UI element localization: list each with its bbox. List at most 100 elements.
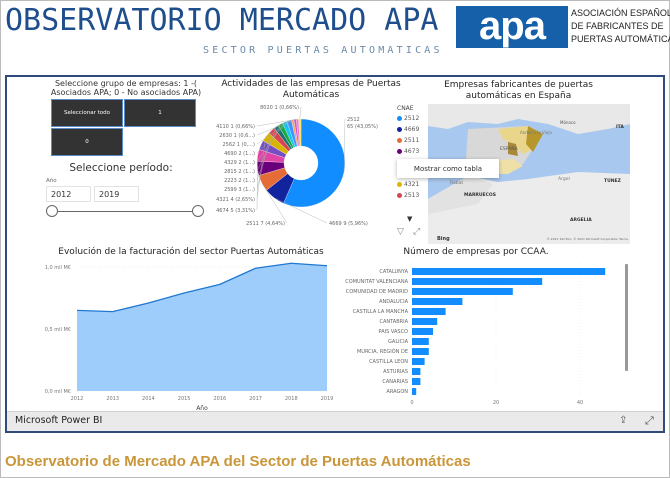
apa-logo: apa: [456, 6, 568, 48]
legend-item[interactable]: 4673: [397, 146, 419, 157]
bar-category-label: ANDALUCIA: [379, 299, 409, 305]
x-tick-label: 20: [493, 400, 499, 406]
legend-item[interactable]: 2513: [397, 190, 419, 201]
bar-category-label: ASTURIAS: [383, 369, 408, 375]
group-0-button[interactable]: 0: [51, 128, 123, 156]
bar-category-label: CANTABRIA: [379, 319, 408, 325]
donut-data-label: 2511 7 (4,64%): [246, 221, 285, 227]
bar-category-label: MURCIA, REGIÓN DE: [357, 348, 408, 355]
bar-category-label: CATALUNYA: [379, 269, 408, 275]
bing-logo: Bing: [437, 236, 450, 242]
map-title: Empresas fabricantes de puertas automáti…: [411, 80, 626, 102]
legend-item[interactable]: 4669: [397, 124, 419, 135]
x-tick-label: 40: [577, 400, 583, 406]
x-axis-title: Año: [196, 405, 208, 412]
bar-castilla-leon: [412, 358, 425, 365]
donut-data-label: 2599 3 (1...): [224, 187, 255, 193]
x-tick-label: 2015: [178, 396, 191, 402]
map-legend: 2512 4669 2511 4673 4321 2513: [397, 113, 419, 201]
donut-data-label: 2223 2 (1...): [224, 178, 255, 184]
donut-data-label: 4110 1 (0,66%): [216, 124, 255, 130]
legend-dot: [397, 193, 402, 198]
bar-category-label: CANARIAS: [382, 379, 408, 385]
legend-dot: [397, 182, 402, 187]
powerbi-footer: Microsoft Power BI ⇪ ⤢: [7, 411, 663, 431]
map-label: Mónaco: [560, 120, 576, 125]
select-all-button[interactable]: Seleccionar todo: [51, 99, 123, 127]
line-chart-title: Evolución de la facturación del sector P…: [58, 247, 324, 257]
leader-line: [256, 118, 298, 127]
leader-line: [256, 155, 258, 211]
donut-chart[interactable]: 2512 65 (43,05%) 4669 9 (5,96%) 2511 7 (4,6…: [211, 99, 391, 231]
map-title-line: automáticas en España: [465, 91, 572, 101]
leader-line: [274, 197, 328, 224]
x-tick-label: 2012: [71, 396, 84, 402]
map-label: TÚNEZ: [604, 177, 622, 184]
legend-label: 2511: [404, 137, 420, 144]
logo-text: ASOCIACIÓN ESPAÑOLA DE FABRICANTES DE PU…: [571, 7, 670, 46]
legend-item[interactable]: 2511: [397, 135, 419, 146]
area-chart[interactable]: 0,0 mil M€ 0,5 mil M€ 1,0 mil M€ 2012 2013 20…: [31, 259, 336, 414]
donut-data-label: 4321 4 (2,65%): [216, 197, 255, 203]
leader-line: [299, 106, 302, 120]
slider-start-handle[interactable]: [46, 205, 58, 217]
map-title-line: Empresas fabricantes de puertas: [444, 80, 593, 90]
group-1-button[interactable]: 1: [124, 99, 196, 127]
leader-line: [256, 119, 293, 145]
header-title: OBSERVATORIO MERCADO APA: [5, 3, 439, 38]
period-title: Seleccione período:: [69, 162, 173, 174]
bar-chart-title: Número de empresas por CCAA.: [403, 247, 549, 257]
legend-label: 2512: [404, 115, 420, 122]
fullscreen-icon[interactable]: ⤢: [645, 414, 654, 427]
header-subtitle: SECTOR PUERTAS AUTOMATICAS: [203, 45, 443, 56]
year-from-input[interactable]: 2012: [46, 186, 91, 202]
y-tick-label: 1,0 mil M€: [45, 265, 71, 271]
bar-comunidad-de-madrid: [412, 288, 513, 295]
share-icon[interactable]: ⇪: [619, 415, 628, 426]
donut-title: Actividades de las empresas de Puertas A…: [221, 79, 401, 100]
year-to-input[interactable]: 2019: [94, 186, 139, 202]
bar-category-label: COMUNIDAD DE MADRID: [346, 289, 408, 295]
slider-end-handle[interactable]: [192, 205, 204, 217]
bar-galicia: [412, 338, 429, 345]
legend-dot: [397, 138, 402, 143]
x-tick-label: 2013: [106, 396, 119, 402]
bar-comunitat-valenciana: [412, 278, 543, 285]
bar-canarias: [412, 378, 421, 385]
legend-dot: [397, 127, 402, 132]
x-tick-label: 0: [410, 400, 413, 406]
scrollbar[interactable]: [625, 264, 628, 371]
donut-data-label: 8020 1 (0,66%): [260, 105, 299, 111]
slicer-title-line: Seleccione grupo de empresas: 1 -(: [54, 79, 198, 88]
slider-track: [53, 211, 198, 212]
map-label: ESPAÑA: [500, 145, 519, 152]
donut-data-label: 2630 1 (0,6...): [219, 133, 255, 139]
bar-murcia-regi-n-de: [412, 348, 429, 355]
donut-data-label: 2815 2 (1...): [224, 169, 255, 175]
legend-item[interactable]: 2512: [397, 113, 419, 124]
legend-item[interactable]: 4321: [397, 179, 419, 190]
bar-category-label: PAIS VASCO: [379, 329, 409, 335]
bar-cantabria: [412, 318, 438, 325]
map-label: Andorra la Vieja: [520, 130, 552, 135]
logo-line: DE FABRICANTES DE: [571, 21, 664, 31]
legend-label: 2513: [404, 192, 420, 199]
bar-chart[interactable]: 0 20 40 CATALUNYA COMUNITAT VALENCIANA COMUNI…: [291, 261, 636, 411]
map-label: ITA: [616, 124, 624, 130]
more-down-icon[interactable]: ▼: [407, 215, 413, 223]
donut-data-label: 4329 2 (1...): [224, 160, 255, 166]
donut-data-label: 4669 9 (5,96%): [329, 221, 368, 227]
powerbi-brand: Microsoft Power BI: [15, 415, 103, 426]
map-label: Rabat: [450, 180, 463, 186]
bar-category-label: ARAGON: [386, 389, 408, 395]
bar-catalunya: [412, 268, 606, 275]
donut-slice-8020: [298, 118, 302, 147]
map-copyright: © 2021 TomTom, © 2021 Microsoft Corporat…: [547, 237, 629, 241]
x-tick-label: 2014: [142, 396, 155, 402]
focus-mode-icon[interactable]: ⤢: [413, 227, 421, 237]
filter-icon[interactable]: ▽: [397, 227, 404, 237]
show-as-table-menu-item[interactable]: Mostrar como tabla: [397, 159, 499, 178]
bar-pais-vasco: [412, 328, 433, 335]
leader-line: [256, 124, 281, 172]
leader-line: [256, 122, 285, 163]
